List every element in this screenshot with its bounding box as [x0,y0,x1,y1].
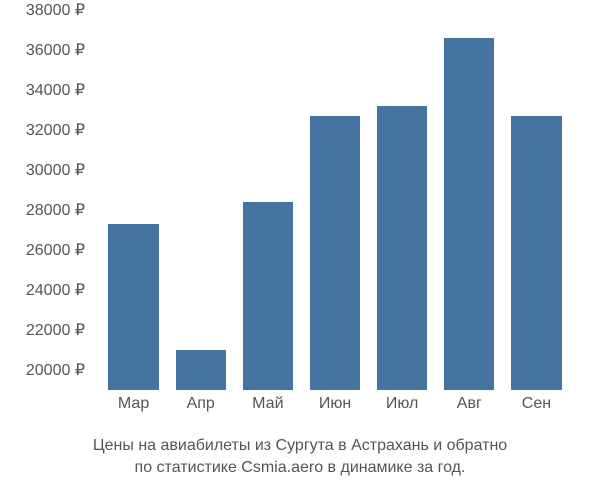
x-axis: Мар Апр Май Июн Июл Авг Сен [100,395,570,425]
x-tick-label: Май [252,395,283,413]
caption-line-2: по статистике Csmia.aero в динамике за г… [0,457,600,479]
y-axis: 20000 ₽ 22000 ₽ 24000 ₽ 26000 ₽ 28000 ₽ 30000… [0,10,95,390]
chart-caption: Цены на авиабилеты из Сургута в Астрахан… [0,435,600,480]
chart-area [100,10,570,390]
y-tick-label: 34000 ₽ [26,80,85,100]
y-tick-label: 26000 ₽ [26,240,85,260]
y-tick-label: 32000 ₽ [26,120,85,140]
y-tick-label: 22000 ₽ [26,320,85,340]
x-tick-label: Сен [522,395,551,413]
x-tick-label: Июн [319,395,351,413]
plot-area [100,10,570,390]
y-tick-label: 30000 ₽ [26,160,85,180]
caption-line-1: Цены на авиабилеты из Сургута в Астрахан… [0,435,600,457]
bar [511,116,561,390]
bar [444,38,494,390]
y-tick-label: 36000 ₽ [26,40,85,60]
y-tick-label: 38000 ₽ [26,0,85,20]
bar [377,106,427,390]
bar [176,350,226,390]
x-tick-label: Июл [386,395,418,413]
bar [108,224,158,390]
bar [243,202,293,390]
bar [310,116,360,390]
y-tick-label: 20000 ₽ [26,360,85,380]
x-tick-label: Апр [187,395,215,413]
x-tick-label: Мар [118,395,149,413]
y-tick-label: 28000 ₽ [26,200,85,220]
x-tick-label: Авг [457,395,482,413]
y-tick-label: 24000 ₽ [26,280,85,300]
